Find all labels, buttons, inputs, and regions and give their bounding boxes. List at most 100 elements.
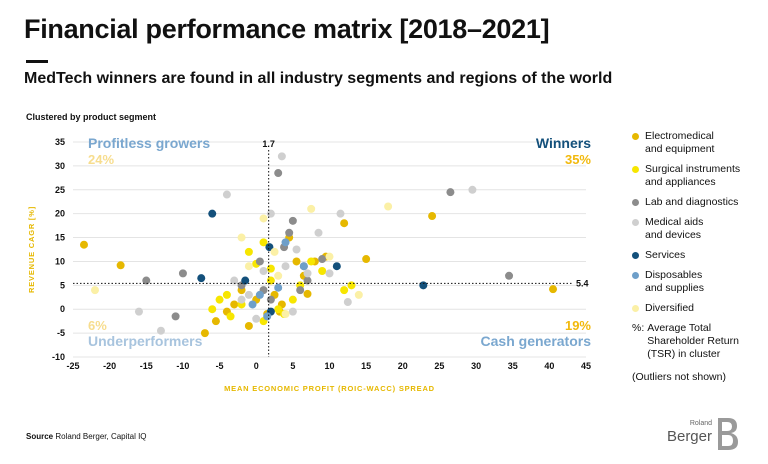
data-point xyxy=(303,289,312,298)
data-point xyxy=(248,300,257,309)
x-tick-label: -15 xyxy=(140,361,153,371)
legend-label: Surgical instruments and appliances xyxy=(645,163,741,188)
data-point xyxy=(307,257,316,266)
x-tick-label: -5 xyxy=(216,361,224,371)
data-point xyxy=(178,269,187,278)
divider-y-label: 5.4 xyxy=(576,278,589,288)
data-point xyxy=(244,247,253,256)
data-point xyxy=(292,245,301,254)
legend: Electromedical and equipment Surgical ins… xyxy=(632,130,767,384)
legend-dot-icon xyxy=(632,133,639,140)
data-point xyxy=(230,300,239,309)
data-point xyxy=(303,269,312,278)
x-tick-label: 5 xyxy=(290,361,295,371)
data-point xyxy=(252,314,261,323)
data-point xyxy=(237,233,246,242)
divider-x-label: 1.7 xyxy=(262,139,275,149)
data-point xyxy=(215,295,224,304)
data-point xyxy=(263,312,272,321)
data-point xyxy=(347,281,356,290)
data-point xyxy=(259,238,268,247)
quadrant-tsr: 35% xyxy=(565,152,591,167)
x-tick-label: 25 xyxy=(434,361,444,371)
y-tick-label: 25 xyxy=(55,185,65,195)
logo-mark-icon xyxy=(718,418,738,450)
x-tick-label: -25 xyxy=(66,361,79,371)
data-point xyxy=(288,295,297,304)
data-point xyxy=(281,238,290,247)
y-tick-label: 35 xyxy=(55,137,65,147)
legend-dot-icon xyxy=(632,252,639,259)
legend-label: Diversified xyxy=(645,302,695,314)
source-line: Source Roland Berger, Capital IQ xyxy=(26,432,147,441)
y-tick-label: 15 xyxy=(55,233,65,243)
data-point xyxy=(281,262,290,271)
data-point xyxy=(549,285,558,294)
legend-item: Diversified xyxy=(632,302,767,315)
x-tick-label: 20 xyxy=(398,361,408,371)
y-tick-label: 20 xyxy=(55,209,65,219)
x-tick-label: 35 xyxy=(508,361,518,371)
data-point xyxy=(79,240,88,249)
title-rule xyxy=(26,60,48,63)
y-tick-label: 10 xyxy=(55,256,65,266)
y-tick-label: 5 xyxy=(60,280,65,290)
y-tick-label: -5 xyxy=(57,328,65,338)
data-point xyxy=(222,190,231,199)
legend-dot-icon xyxy=(632,166,639,173)
data-point xyxy=(208,305,217,314)
quadrant-tsr: 19% xyxy=(565,318,591,333)
cluster-note: Clustered by product segment xyxy=(26,112,157,122)
outliers-note: (Outliers not shown) xyxy=(632,371,726,383)
legend-dot-icon xyxy=(632,199,639,206)
data-point xyxy=(274,305,283,314)
quadrant-name: Cash generators xyxy=(481,333,592,349)
data-point xyxy=(332,262,341,271)
gridlines xyxy=(73,141,586,358)
data-point xyxy=(259,267,268,275)
data-point xyxy=(468,185,477,194)
data-point xyxy=(274,283,283,292)
y-tick-label: -10 xyxy=(52,352,65,362)
page-title: Financial performance matrix [2018–2021] xyxy=(24,14,550,44)
data-point xyxy=(230,276,239,285)
data-point xyxy=(134,307,143,316)
data-point xyxy=(419,281,428,290)
quadrant-tsr: 6% xyxy=(88,318,107,333)
data-point xyxy=(255,257,264,266)
data-point xyxy=(244,290,253,299)
legend-dot-icon xyxy=(632,219,639,226)
legend-items: Electromedical and equipment Surgical ins… xyxy=(632,130,767,315)
quadrant-name: Profitless growers xyxy=(88,135,210,151)
data-point xyxy=(318,255,327,264)
data-point xyxy=(259,214,268,223)
data-point xyxy=(340,286,349,295)
x-tick-label: 30 xyxy=(471,361,481,371)
data-point xyxy=(314,228,323,237)
legend-item: Surgical instruments and appliances xyxy=(632,163,767,189)
x-axis-title: MEAN ECONOMIC PROFIT (ROIC-WACC) SPREAD xyxy=(224,384,435,393)
data-point xyxy=(354,290,363,299)
data-point xyxy=(142,276,151,285)
data-point xyxy=(362,255,371,264)
data-point xyxy=(274,271,283,280)
legend-item: Medical aids and devices xyxy=(632,216,767,242)
data-point xyxy=(200,329,209,338)
data-point xyxy=(226,312,235,321)
tsr-note-text: Average Total Shareholder Return (TSR) i… xyxy=(647,322,739,360)
quadrant-name: Underperformers xyxy=(88,333,203,349)
x-tick-label: 45 xyxy=(581,361,591,371)
legend-label: Electromedical and equipment xyxy=(645,130,715,155)
data-point xyxy=(197,274,206,283)
data-point xyxy=(325,252,334,261)
logo-berger-text: Berger xyxy=(666,428,712,445)
x-tick-label: 15 xyxy=(361,361,371,371)
data-point xyxy=(296,286,305,295)
data-point xyxy=(266,209,275,218)
legend-dot-icon xyxy=(632,305,639,312)
data-point xyxy=(428,212,437,221)
data-point xyxy=(237,295,246,304)
data-point xyxy=(211,317,220,326)
tsr-symbol: %: xyxy=(632,322,645,334)
